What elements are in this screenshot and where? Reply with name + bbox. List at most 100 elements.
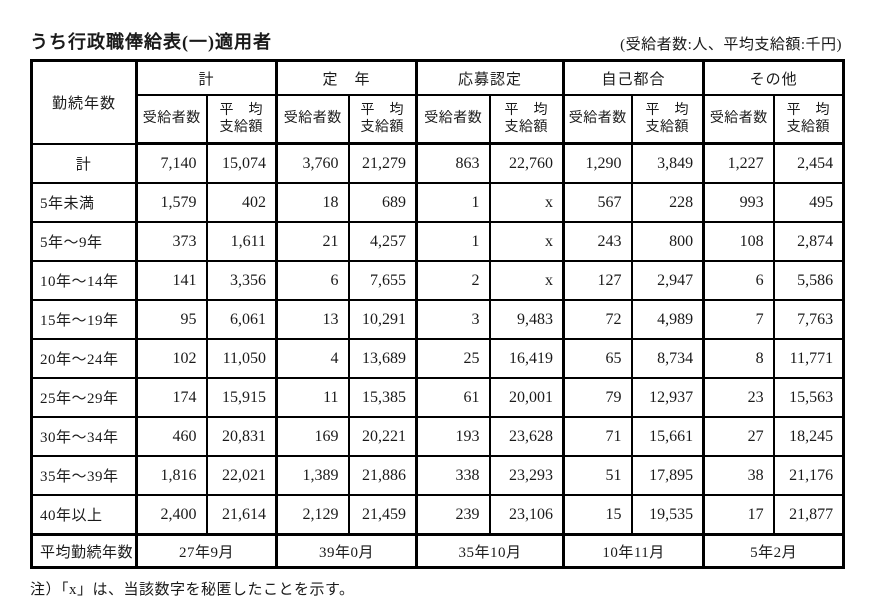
table-row: 15年～19年 95 6,061 13 10,291 3 9,483 72 4,…: [30, 299, 845, 340]
sub-header-recipients: 受給者数: [415, 94, 491, 145]
cell: 27: [702, 416, 775, 457]
cell: 2,129: [275, 494, 350, 536]
table-row: 5年～9年 373 1,611 21 4,257 1 x 243 800 108…: [30, 221, 845, 262]
group-header-mandatory-retirement: 定 年: [275, 59, 418, 96]
group-header-application-certified: 応募認定: [415, 59, 565, 96]
cell: 2,400: [135, 494, 208, 536]
table-row: 5年未満 1,579 402 18 689 1 x 567 228 993 49…: [30, 182, 845, 223]
cell: 11: [275, 377, 350, 418]
cell: 21,886: [347, 455, 418, 496]
cell: 2,874: [772, 221, 845, 262]
group-header-other: その他: [702, 59, 845, 96]
cell: 21,459: [347, 494, 418, 536]
cell: 1,611: [205, 221, 278, 262]
group-header-total: 計: [134, 59, 278, 96]
cell: 8: [702, 338, 775, 379]
table-row: 25年～29年 174 15,915 11 15,385 61 20,001 7…: [30, 377, 845, 418]
row-label: 計: [30, 142, 138, 184]
cell: 20,221: [347, 416, 418, 457]
row-label: 10年～14年: [30, 260, 138, 301]
group-header-row: 勤続年数 計 定 年 応募認定 自己都合 その他: [30, 59, 845, 145]
cell: x: [488, 221, 565, 262]
cell: 7: [702, 299, 775, 340]
cell: 10,291: [347, 299, 418, 340]
sub-header-row: 受給者数 平 均 支給額 受給者数 平 均 支給額 受給者数 平 均 支給額 受…: [32, 94, 845, 145]
sub-header-recipients: 受給者数: [562, 94, 633, 145]
cell: 22,021: [205, 455, 278, 496]
cell: 2,454: [772, 142, 845, 184]
cell: 169: [275, 416, 350, 457]
cell: 4,989: [630, 299, 705, 340]
cell: 7,655: [347, 260, 418, 301]
cell: 15,385: [347, 377, 418, 418]
cell: 4: [275, 338, 350, 379]
table-row-total: 計 7,140 15,074 3,760 21,279 863 22,760 1…: [30, 142, 845, 184]
cell: 25: [415, 338, 491, 379]
cell: 1,389: [275, 455, 350, 496]
cell: 7,140: [135, 142, 208, 184]
salary-table: 勤続年数 計 定 年 応募認定 自己都合 その他 受給者数 平 均 支給額 受給…: [30, 59, 846, 569]
sub-header-recipients: 受給者数: [702, 94, 775, 145]
footer-cell: 35年10月: [415, 533, 565, 569]
sub-header-avg-amount: 平 均 支給額: [488, 94, 565, 145]
cell: 72: [562, 299, 633, 340]
cell: 15,915: [205, 377, 278, 418]
cell: 71: [562, 416, 633, 457]
cell: 17: [702, 494, 775, 536]
cell: 15,074: [205, 142, 278, 184]
cell: 141: [135, 260, 208, 301]
cell: 19,535: [630, 494, 705, 536]
sub-header-recipients: 受給者数: [135, 94, 208, 145]
cell: 61: [415, 377, 491, 418]
group-header-personal-reasons: 自己都合: [562, 59, 705, 96]
cell: 1,227: [702, 142, 775, 184]
cell: 11,050: [205, 338, 278, 379]
table-row: 20年～24年 102 11,050 4 13,689 25 16,419 65…: [30, 338, 845, 379]
cell: 11,771: [772, 338, 845, 379]
cell: 20,001: [488, 377, 565, 418]
cell: 102: [135, 338, 208, 379]
cell: 689: [347, 182, 418, 223]
col-header-years-of-service: 勤続年数: [30, 59, 138, 145]
cell: 16,419: [488, 338, 565, 379]
cell: 193: [415, 416, 491, 457]
cell: 3,356: [205, 260, 278, 301]
table-row: 30年～34年 460 20,831 169 20,221 193 23,628…: [30, 416, 845, 457]
table-row: 10年～14年 141 3,356 6 7,655 2 x 127 2,947 …: [30, 260, 845, 301]
cell: 863: [415, 142, 491, 184]
footer-cell: 27年9月: [134, 533, 278, 569]
cell: 993: [702, 182, 775, 223]
cell: 12,937: [630, 377, 705, 418]
cell: 1: [415, 182, 491, 223]
cell: 21,279: [347, 142, 418, 184]
sub-header-avg-amount: 平 均 支給額: [347, 94, 418, 145]
sub-header-recipients: 受給者数: [275, 94, 350, 145]
cell: 6: [702, 260, 775, 301]
cell: 338: [415, 455, 491, 496]
cell: 38: [702, 455, 775, 496]
cell: 1,579: [135, 182, 208, 223]
unit-note: (受給者数:人、平均支給額:千円): [620, 37, 842, 53]
cell: 800: [630, 221, 705, 262]
row-label: 5年未満: [30, 182, 138, 223]
cell: 21: [275, 221, 350, 262]
document-page: うち行政職俸給表(一)適用者 (受給者数:人、平均支給額:千円) 勤続年数 計 …: [30, 32, 846, 598]
cell: 1: [415, 221, 491, 262]
cell: 15,661: [630, 416, 705, 457]
cell: 4,257: [347, 221, 418, 262]
cell: 21,877: [772, 494, 845, 536]
cell: 460: [135, 416, 208, 457]
cell: 239: [415, 494, 491, 536]
row-label: 40年以上: [30, 494, 138, 536]
cell: 1,816: [135, 455, 208, 496]
row-label: 30年～34年: [30, 416, 138, 457]
sub-header-avg-amount: 平 均 支給額: [630, 94, 705, 145]
footer-cell: 5年2月: [702, 533, 845, 569]
sub-header-avg-amount: 平 均 支給額: [772, 94, 845, 145]
cell: 51: [562, 455, 633, 496]
cell: 13: [275, 299, 350, 340]
cell: 22,760: [488, 142, 565, 184]
cell: 9,483: [488, 299, 565, 340]
cell: 17,895: [630, 455, 705, 496]
cell: 65: [562, 338, 633, 379]
